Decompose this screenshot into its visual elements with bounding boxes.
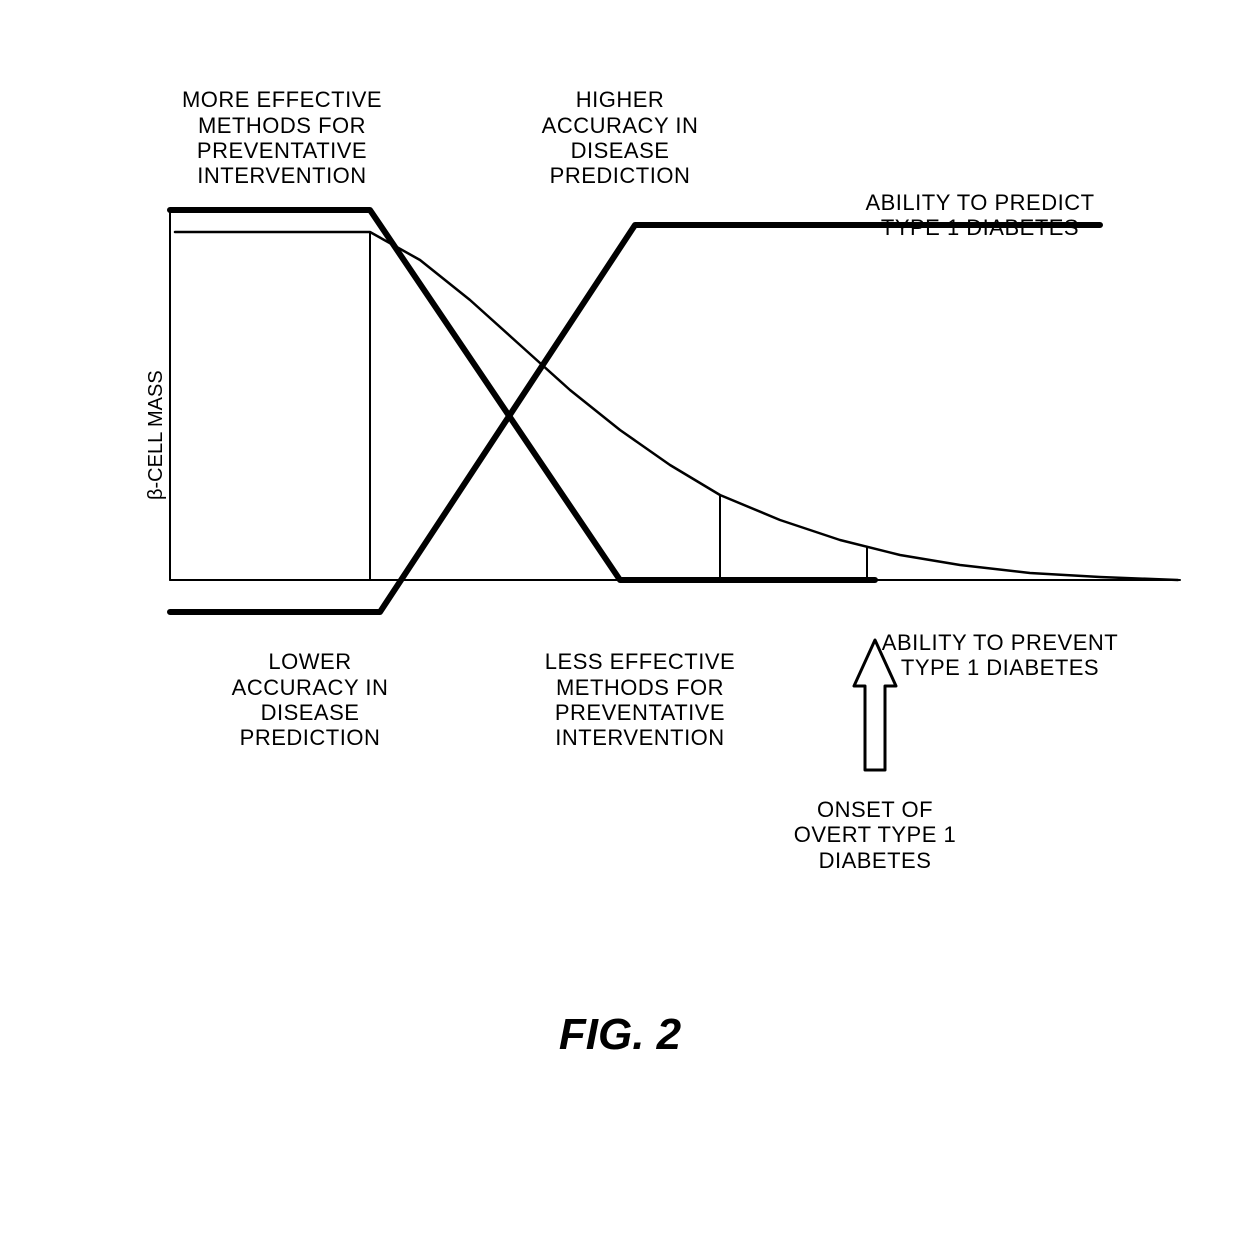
figure-stage: β-CELL MASS MORE EFFECTIVE METHODS FOR P… <box>0 0 1240 1240</box>
label-top-mid: HIGHER ACCURACY IN DISEASE PREDICTION <box>542 87 699 188</box>
label-onset: ONSET OF OVERT TYPE 1 DIABETES <box>794 797 957 873</box>
label-bot-mid: LESS EFFECTIVE METHODS FOR PREVENTATIVE … <box>545 649 735 750</box>
label-bot-right: ABILITY TO PREVENT TYPE 1 DIABETES <box>882 630 1118 681</box>
label-bot-left: LOWER ACCURACY IN DISEASE PREDICTION <box>232 649 389 750</box>
figure-caption: FIG. 2 <box>0 1010 1240 1060</box>
label-top-right: ABILITY TO PREDICT TYPE 1 DIABETES <box>865 190 1094 241</box>
label-top-left: MORE EFFECTIVE METHODS FOR PREVENTATIVE … <box>182 87 382 188</box>
y-axis-label: β-CELL MASS <box>145 370 168 500</box>
